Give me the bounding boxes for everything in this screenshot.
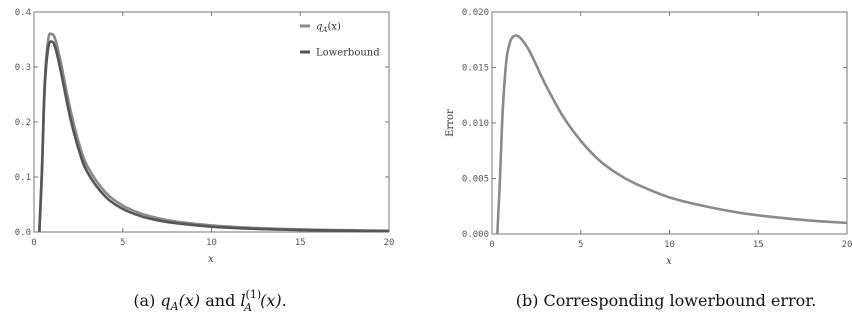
- y-tick-label: 0.000: [462, 230, 489, 240]
- x-tick-label: 0: [489, 240, 494, 250]
- x-tick-label: 5: [120, 238, 125, 248]
- chart-a-xlabel: x: [208, 254, 214, 265]
- series-line-lower: [38, 40, 390, 233]
- chart-b-xlabel: x: [666, 256, 672, 267]
- chart-a-caption: (a) qA(x) and l(1) A (x).: [133, 288, 286, 314]
- chart-a-frame: [33, 11, 390, 233]
- y-tick-label: 0.0: [15, 228, 31, 238]
- chart-b-lines: [496, 34, 848, 235]
- x-tick-label: 20: [842, 240, 852, 250]
- chart-a-ticks: 0 5 10 15 20 0.0 0.1 0.2 0.3 0.4: [15, 8, 395, 248]
- y-tick-label: 0.020: [462, 8, 489, 18]
- chart-a: 0 5 10 15 20 0.0 0.1 0.2 0.3 0.4 x qA(x) Lowerbou…: [15, 8, 395, 314]
- x-tick-label: 10: [206, 238, 217, 248]
- y-tick-label: 0.015: [462, 64, 489, 74]
- legend-lower-label: Lowerbound: [316, 48, 380, 59]
- y-tick-label: 0.010: [462, 119, 489, 129]
- series-line-qA: [38, 32, 390, 233]
- chart-b-frame: [491, 11, 848, 235]
- x-tick-label: 10: [664, 240, 675, 250]
- y-tick-label: 0.1: [15, 173, 31, 183]
- series-line-error: [496, 34, 848, 235]
- chart-a-lines: [38, 32, 390, 233]
- chart-b-ticks: 0 5 10 15 20 0.000 0.005 0.010 0.015 0.020: [462, 8, 852, 250]
- legend-qA-label: qA(x): [316, 22, 341, 35]
- y-tick-label: 0.005: [462, 175, 489, 185]
- y-tick-label: 0.3: [15, 63, 31, 73]
- chart-b: 0 5 10 15 20 0.000 0.005 0.010 0.015 0.020 x Erro…: [445, 8, 852, 310]
- x-tick-label: 15: [295, 238, 306, 248]
- x-tick-label: 0: [31, 238, 36, 248]
- y-tick-label: 0.2: [15, 118, 31, 128]
- x-tick-label: 5: [578, 240, 583, 250]
- x-tick-label: 20: [384, 238, 395, 248]
- chart-b-caption: (b) Corresponding lowerbound error.: [516, 291, 817, 310]
- x-tick-label: 15: [753, 240, 764, 250]
- chart-b-ylabel: Error: [445, 109, 456, 137]
- y-tick-label: 0.4: [15, 8, 31, 18]
- chart-a-legend: qA(x) Lowerbound: [300, 22, 380, 59]
